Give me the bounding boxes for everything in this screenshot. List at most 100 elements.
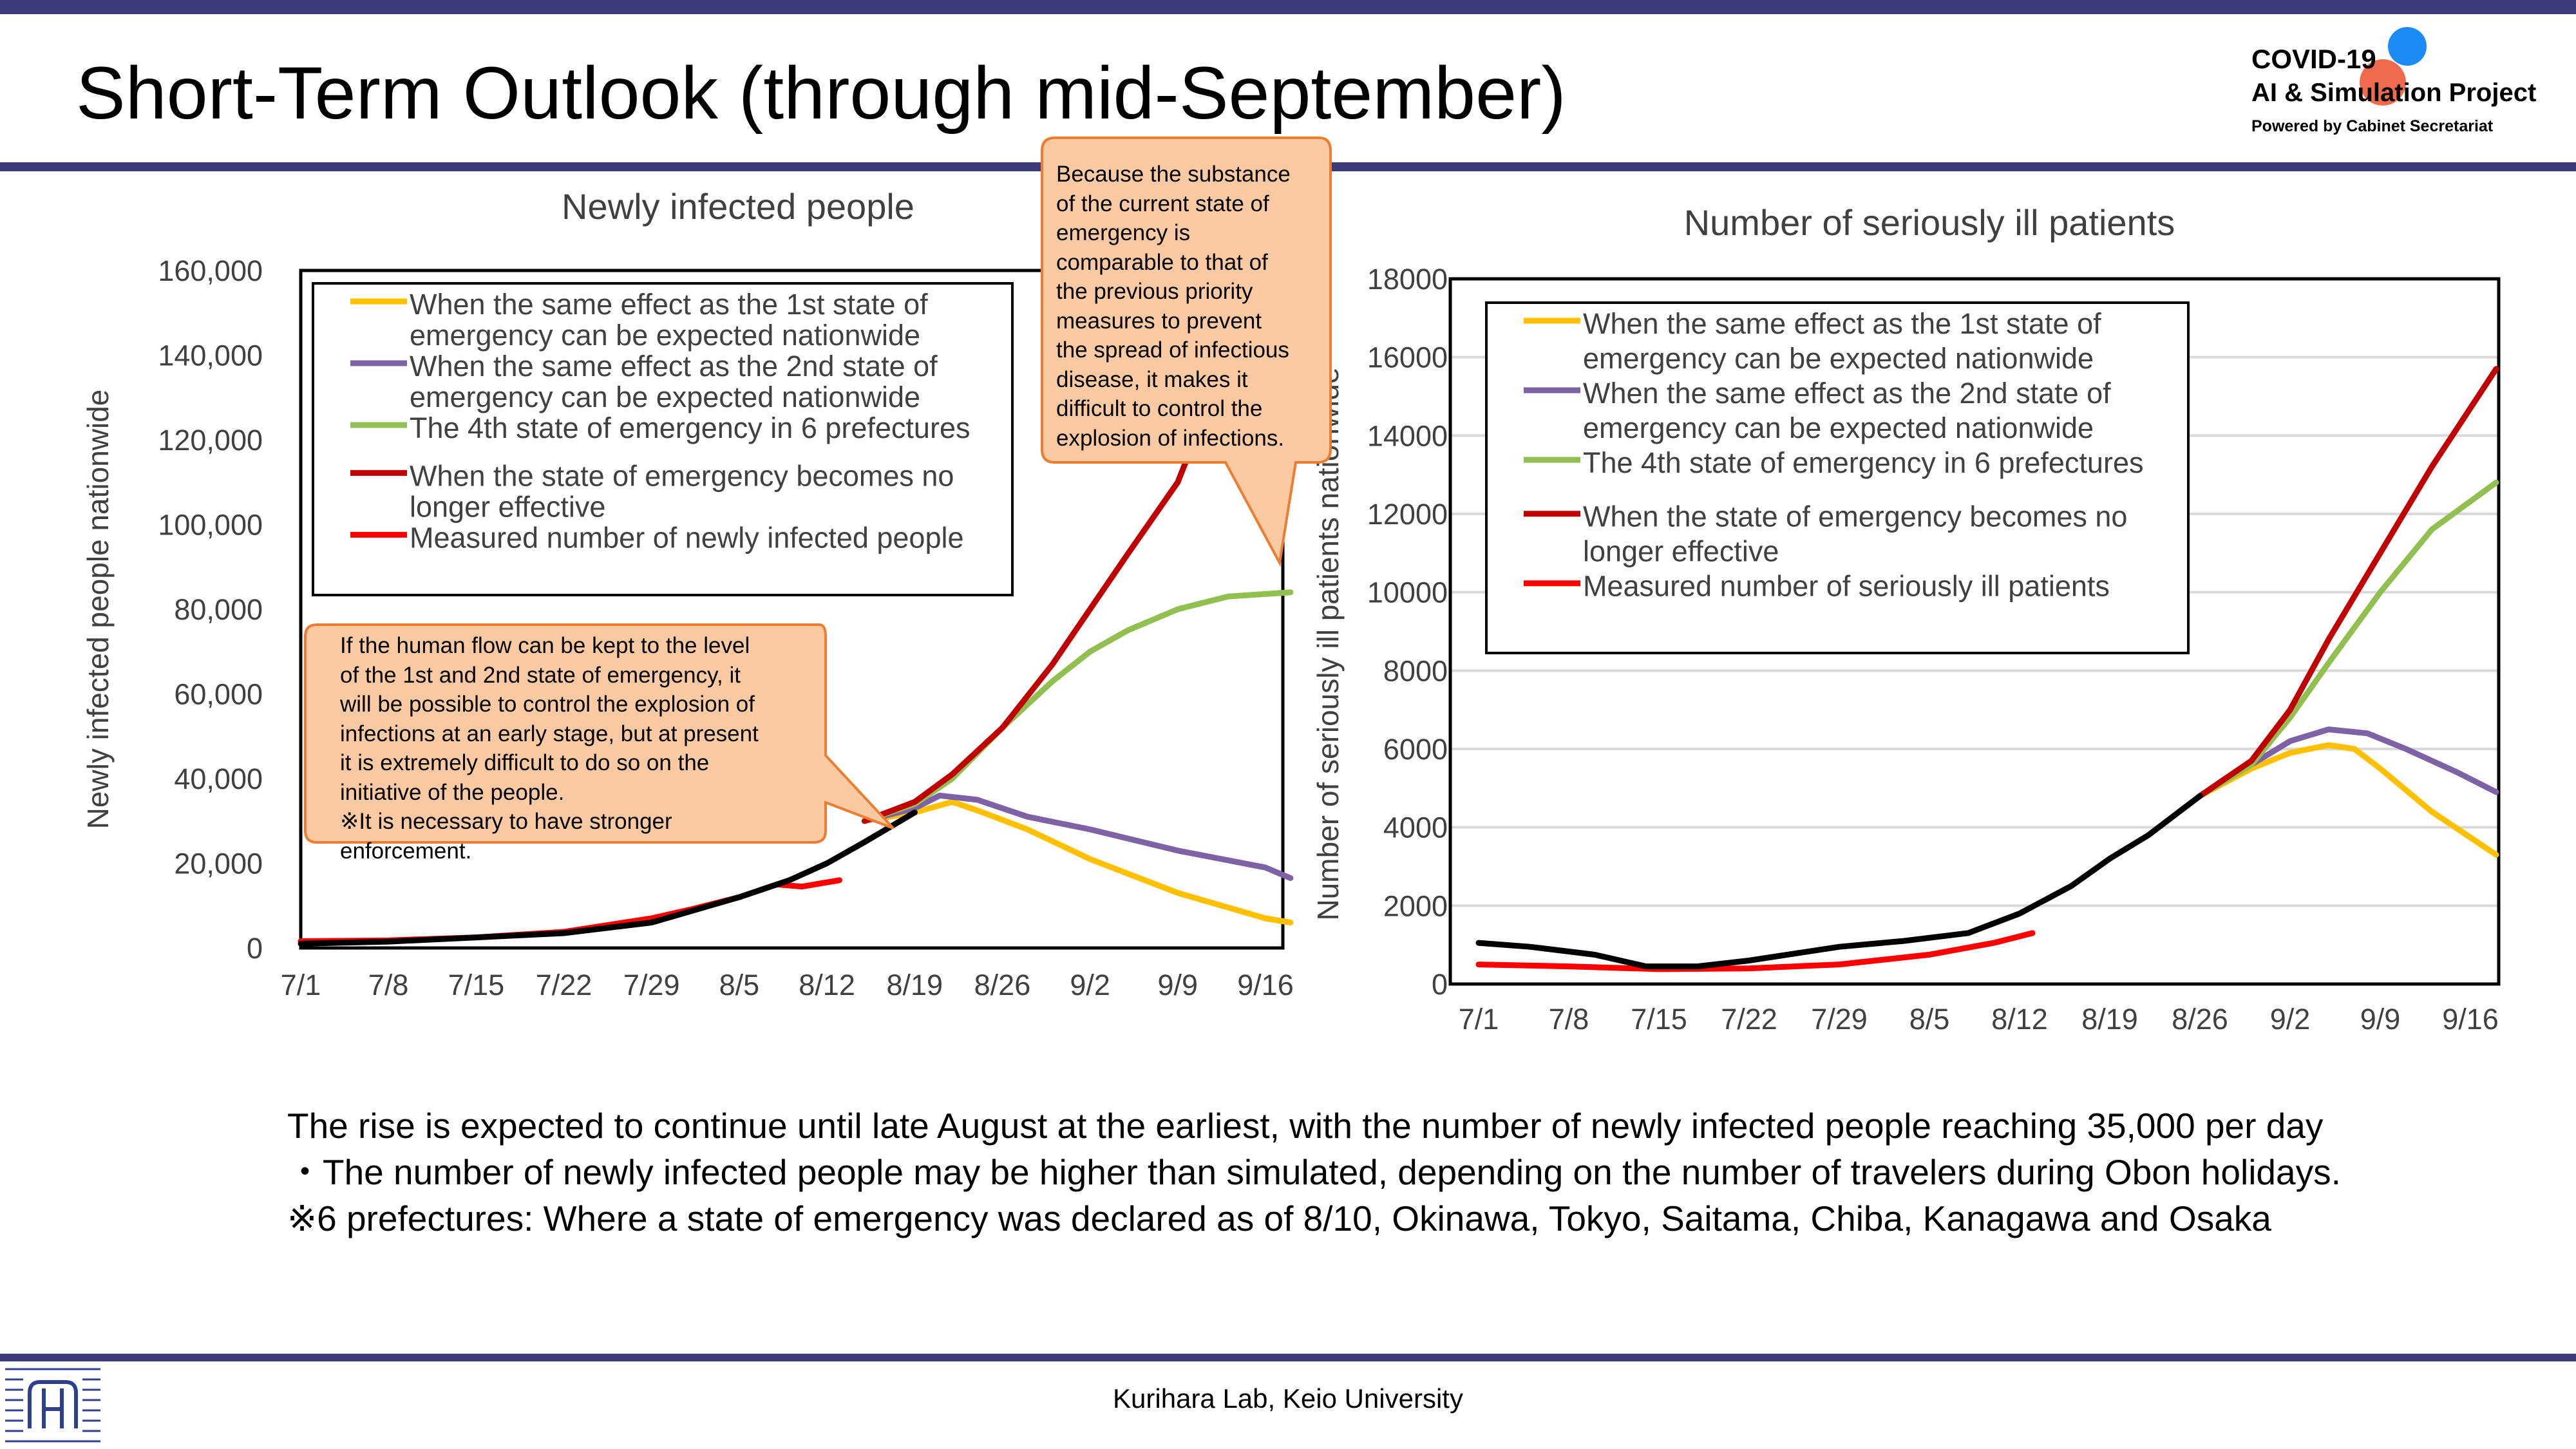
chart-seriously-ill-y-tick-label: 6000 [1383,733,1448,766]
chart-infected-series-second [862,792,1294,881]
chart-seriously-ill-series-nolonger [2197,366,2499,799]
chart-seriously-ill-legend-label: When the state of emergency becomes no [1583,500,2127,533]
callout-left-line: If the human flow can be kept to the lev… [340,633,750,658]
callout-top-line: disease, it makes it [1056,366,1248,392]
chart-seriously-ill-y-tick-label: 8000 [1383,654,1448,687]
chart-infected-x-tick-label: 8/19 [886,969,943,1001]
chart-infected-y-tick-label: 100,000 [158,509,263,542]
callout-top-line: of the current state of [1056,191,1269,216]
chart-infected-legend-label: When the state of emergency becomes no [410,459,954,492]
chart-infected-y-tick-label: 60,000 [174,678,263,711]
chart-infected-legend-box [312,282,1014,596]
chart-seriously-ill-y-tick-label: 4000 [1383,811,1448,844]
chart-seriously-ill-y-tick-label: 14000 [1367,419,1448,452]
chart-infected-legend-label: Measured number of newly infected people [410,521,964,554]
chart-infected-x-tick-label: 9/16 [1237,969,1294,1001]
chart-seriously-ill-x-tick-label: 8/12 [1991,1003,2048,1036]
chart-seriously-ill-x-tick-label: 8/26 [2172,1003,2228,1036]
callout-top-line: the spread of infectious [1056,337,1289,363]
chart-seriously-ill-y-tick-label: 12000 [1367,498,1448,531]
chart-seriously-ill-legend-label: Measured number of seriously ill patient… [1583,570,2110,603]
chart-seriously-ill-legend-label: When the same effect as the 2nd state of [1583,377,2111,410]
chart-seriously-ill-plot-frame [1448,277,2501,986]
chart-seriously-ill-legend-label: longer effective [1583,535,1779,568]
chart-seriously-ill-y-tick-label: 2000 [1383,889,1448,922]
callout-left-line: infections at an early stage, but at pre… [340,721,759,746]
chart-seriously-ill-x-tick-label: 7/8 [1549,1003,1589,1036]
callout-left-text: If the human flow can be kept to the lev… [340,631,817,866]
chart-infected-legend-label: longer effective [410,490,605,523]
chart-seriously-ill-x-tick-label: 8/5 [1909,1003,1950,1036]
chart-infected-plot-frame [299,269,1285,950]
chart-seriously-ill-y-tick-label: 18000 [1367,263,1448,296]
logo-dot-orange [2360,59,2406,106]
chart-seriously-ill-title: Number of seriously ill patients [1684,202,2175,243]
chart-infected-y-tick-label: 140,000 [158,339,263,372]
summary-line-1: The rise is expected to continue until l… [287,1106,2324,1146]
chart-seriously-ill-legend-box [1485,301,2190,654]
chart-infected-series-fit [298,810,918,947]
lab-logo-icon [5,1368,100,1443]
callout-left-line: of the 1st and 2nd state of emergency, i… [340,662,741,688]
logo-line-2: AI & Simulation Project [2251,79,2537,107]
chart-seriously-ill-legend-label: emergency can be expected nationwide [1583,412,2094,444]
chart-infected-x-tick-label: 8/12 [799,969,855,1001]
project-logo: COVID-19 AI & Simulation Project Powered… [2251,27,2561,149]
chart-infected-x-tick-label: 7/1 [281,969,321,1001]
chart-infected-title: Newly infected people [562,186,914,227]
chart-infected-x-tick-label: 9/9 [1158,969,1198,1001]
chart-seriously-ill-x-tick-label: 9/16 [2442,1003,2499,1036]
chart-infected-x-tick-label: 7/15 [448,969,505,1001]
callout-top-text: Because the substance of the current stat… [1056,160,1327,453]
chart-infected-x-tick-label: 7/29 [623,969,680,1001]
chart-infected-x-tick-label: 8/5 [719,969,760,1001]
chart-infected-y-axis-label: Newly infected people nationwide [81,390,115,829]
chart-infected-x-tick-label: 9/2 [1070,969,1110,1001]
callout-top-line: the previous priority [1056,279,1253,304]
chart-seriously-ill-y-tick-label: 16000 [1367,341,1448,374]
chart-seriously-ill-x-tick-label: 9/2 [2270,1003,2311,1036]
chart-seriously-ill-series-first [2197,742,2499,858]
chart-seriously-ill-x-tick-label: 7/15 [1631,1003,1687,1036]
chart-infected-y-tick-label: 80,000 [174,593,263,626]
slide-title: Short-Term Outlook (through mid-Septembe… [76,52,1566,135]
chart-seriously-ill-x-tick-label: 8/19 [2081,1003,2138,1036]
charts-canvas: Newly infected people 0 20,000 40,000 60,000… [81,186,2501,1036]
callout-top-line: measures to prevent [1056,308,1262,334]
chart-infected-x-tick-label: 7/8 [368,969,409,1001]
chart-infected-y-tick-label: 120,000 [158,424,263,457]
chart-infected-legend-label: When the same effect as the 1st state of [410,288,928,321]
footer-credit: Kurihara Lab, Keio University [1113,1383,1463,1414]
chart-infected-legend-label: The 4th state of emergency in 6 prefectu… [410,412,970,444]
callout-top-line: emergency is [1056,220,1191,245]
chart-seriously-ill-x-tick-label: 7/1 [1459,1003,1499,1036]
callout-top-shape [1041,137,1332,567]
callout-left-line: will be possible to control the explosio… [340,692,755,717]
callout-left-line: initiative of the people. [340,779,565,805]
callout-left-shape [304,623,895,844]
logo-line-1: COVID-19 [2251,44,2376,74]
chart-infected-x-tick-label: 7/22 [536,969,592,1001]
summary-line-2: ・The number of newly infected people may… [287,1152,2341,1193]
chart-infected-y-tick-label: 160,000 [158,254,263,287]
chart-infected-y-tick-label: 20,000 [174,848,263,880]
chart-seriously-ill-legend-label: emergency can be expected nationwide [1583,342,2094,375]
chart-seriously-ill-legend-label: The 4th state of emergency in 6 prefectu… [1583,446,2143,479]
chart-infected-legend-label: When the same effect as the 2nd state of [410,350,938,383]
chart-infected-series-first [862,799,1294,925]
footer-divider-bar [0,1354,2576,1361]
chart-infected-legend-label: emergency can be expected nationwide [410,381,920,413]
callout-left-line: enforcement. [340,838,472,864]
summary-text: The rise is expected to continue until l… [287,1103,2341,1242]
callout-top-line: explosion of infections. [1056,425,1285,451]
chart-seriously-ill-x-tick-label: 7/22 [1721,1003,1777,1036]
chart-infected-x-tick-label: 8/26 [974,969,1031,1001]
top-accent-bar [0,0,2576,14]
chart-seriously-ill-series-measured [1475,930,2036,972]
callout-top-line: comparable to that of [1056,249,1268,275]
chart-seriously-ill-series-fit [1475,793,2203,970]
chart-seriously-ill-series-fourth [2197,479,2499,799]
callout-left-line: ※It is necessary to have stronger [340,809,672,834]
chart-seriously-ill-x-tick-label: 9/9 [2360,1003,2401,1036]
callout-top-line: Because the substance [1056,162,1291,187]
